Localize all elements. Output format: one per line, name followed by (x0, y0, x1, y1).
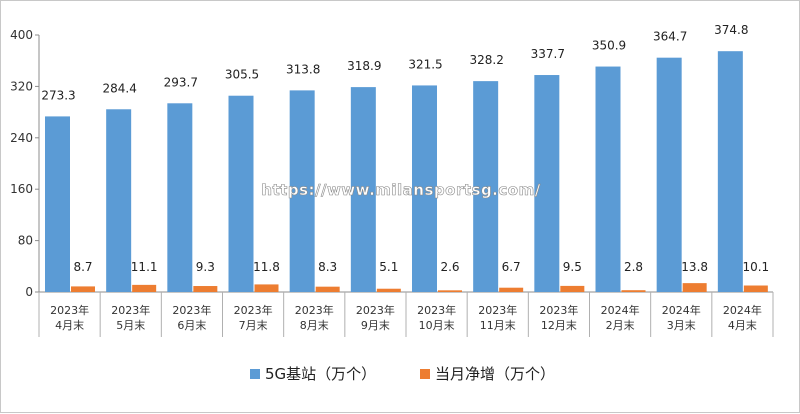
bar-5g (167, 103, 193, 292)
data-label-5g: 305.5 (225, 68, 259, 82)
x-tick-label-month: 2月末 (606, 318, 635, 332)
data-label-net-increase: 6.7 (502, 260, 521, 274)
bar-net-increase (560, 285, 585, 292)
x-tick-label-year: 2023年 (172, 303, 211, 317)
bar-5g (106, 109, 132, 292)
x-tick-label-month: 9月末 (361, 318, 390, 332)
data-label-net-increase: 2.8 (624, 260, 643, 274)
legend-swatch-net-increase (420, 369, 430, 379)
x-tick-label-month: 11月末 (480, 318, 516, 332)
bar-net-increase (743, 285, 768, 292)
y-tick-label: 80 (18, 234, 33, 248)
y-tick-label: 240 (10, 131, 33, 145)
bar-5g (228, 95, 254, 292)
bar-5g (412, 85, 437, 292)
x-tick-label-year: 2023年 (417, 303, 456, 317)
data-labels: 273.3 8.7 284.4 11.1 293.7 9.3 305.5 11.8 313.8 8… (41, 23, 769, 274)
bar-5g (350, 87, 376, 292)
bar-net-increase (438, 290, 462, 292)
x-tick-label-year: 2023年 (478, 303, 517, 317)
data-label-net-increase: 13.8 (681, 260, 708, 274)
bar-5g (289, 90, 315, 292)
y-tick-label: 320 (10, 79, 33, 93)
x-tick-label-month: 3月末 (667, 318, 696, 332)
data-label-net-increase: 9.3 (196, 260, 215, 274)
x-tick-label-year: 2024年 (723, 303, 762, 317)
bar-5g (717, 51, 743, 293)
x-tick-label-month: 4月末 (55, 318, 84, 332)
bar-5g (473, 81, 499, 292)
bar-net-increase (132, 284, 157, 292)
bar-net-increase (499, 287, 524, 292)
x-tick-label-year: 2023年 (539, 303, 578, 317)
data-label-5g: 364.7 (653, 30, 687, 44)
data-label-net-increase: 8.7 (73, 260, 92, 274)
bar-net-increase (193, 286, 218, 292)
bar-5g (656, 57, 682, 292)
data-label-5g: 328.2 (469, 53, 503, 67)
x-tick-label-month: 7月末 (239, 318, 268, 332)
axes (35, 34, 774, 337)
data-label-5g: 273.3 (41, 88, 75, 102)
watermark: https://www.milansportsg.com/ (261, 181, 540, 199)
data-label-net-increase: 10.1 (742, 260, 769, 274)
bar-net-increase (71, 286, 95, 292)
data-label-5g: 313.8 (286, 62, 320, 76)
data-label-net-increase: 2.6 (440, 260, 459, 274)
data-label-net-increase: 9.5 (563, 260, 582, 274)
data-label-net-increase: 8.3 (318, 260, 337, 274)
data-label-net-increase: 11.1 (131, 260, 158, 274)
data-label-5g: 374.8 (714, 23, 748, 37)
x-tick-label-month: 12月末 (541, 318, 577, 332)
x-tick-label-year: 2023年 (50, 303, 89, 317)
y-tick-label: 400 (10, 28, 33, 42)
data-label-net-increase: 11.8 (253, 260, 280, 274)
legend-swatch-5g (250, 369, 260, 379)
x-tick-label-month: 8月末 (300, 318, 329, 332)
bar-net-increase (682, 283, 707, 292)
x-tick-label-year: 2024年 (601, 303, 640, 317)
data-label-5g: 293.7 (164, 75, 198, 89)
bar-5g (595, 66, 621, 292)
bar-net-increase (621, 290, 646, 292)
x-tick-label-month: 6月末 (177, 318, 206, 332)
x-tick-label-month: 5月末 (116, 318, 145, 332)
data-label-5g: 321.5 (408, 57, 442, 71)
legend-label-5g: 5G基站（万个） (265, 365, 376, 383)
x-tick-labels: 2023年4月末2023年5月末2023年6月末2023年7月末2023年8月末… (50, 303, 762, 332)
bar-net-increase (254, 284, 279, 292)
x-tick-label-year: 2023年 (111, 303, 150, 317)
bar-net-increase (315, 286, 340, 292)
bar-5g (534, 75, 560, 293)
y-tick-labels: 0 80 160 240 320 400 (10, 28, 33, 299)
y-tick-label: 160 (10, 182, 33, 196)
x-tick-label-month: 4月末 (728, 318, 757, 332)
legend: 5G基站（万个） 当月净增（万个） (250, 365, 555, 383)
data-label-net-increase: 5.1 (379, 260, 398, 274)
bar-5g (45, 116, 70, 292)
data-label-5g: 284.4 (102, 81, 136, 95)
data-label-5g: 337.7 (531, 47, 565, 61)
bars (45, 51, 768, 293)
x-tick-label-year: 2023年 (356, 303, 395, 317)
x-tick-label-year: 2024年 (662, 303, 701, 317)
x-tick-label-year: 2023年 (234, 303, 273, 317)
x-tick-label-month: 10月末 (419, 318, 455, 332)
data-label-5g: 318.9 (347, 59, 381, 73)
bar-net-increase (376, 288, 401, 292)
x-tick-label-year: 2023年 (295, 303, 334, 317)
legend-label-net-increase: 当月净增（万个） (435, 365, 555, 383)
data-label-5g: 350.9 (592, 39, 626, 53)
y-tick-label: 0 (25, 285, 33, 299)
